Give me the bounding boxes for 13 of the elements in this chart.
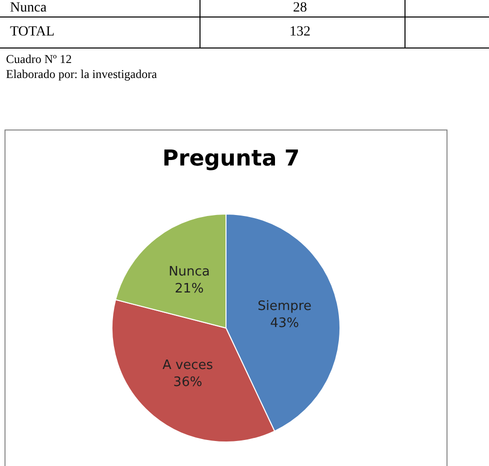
data-label: 36% bbox=[173, 375, 202, 390]
text: Cuadro Nº 12 bbox=[6, 52, 72, 66]
text: Elaborado por: la investigadora bbox=[6, 67, 158, 81]
data-label: 21% bbox=[174, 282, 204, 297]
slice-label: A veces bbox=[162, 358, 214, 374]
chart-title: Pregunta 7 bbox=[162, 146, 300, 172]
data-label: 43% bbox=[270, 316, 300, 331]
slice-label: Siempre bbox=[258, 298, 312, 314]
text: 132 bbox=[290, 24, 310, 40]
text: TOTAL bbox=[10, 24, 55, 40]
text: Nunca bbox=[10, 0, 48, 16]
text: 28 bbox=[293, 0, 307, 16]
slice-label: Nunca bbox=[168, 264, 210, 280]
